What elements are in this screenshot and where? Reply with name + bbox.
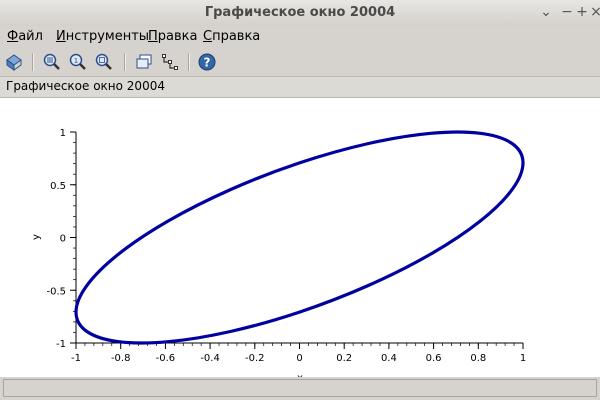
x-tick-label: 0.8 xyxy=(470,353,486,364)
toolbar: 1 ? xyxy=(0,48,600,77)
menu-help[interactable]: Справка xyxy=(203,29,261,44)
menu-file[interactable]: Файл xyxy=(7,29,43,44)
info-text: Графическое окно 20004 xyxy=(6,79,165,93)
x-axis-label: x xyxy=(297,373,303,377)
minimize-icon[interactable]: − xyxy=(561,4,573,20)
status-bar xyxy=(3,379,597,397)
x-tick-label: -1 xyxy=(71,353,81,364)
maximize-icon[interactable]: + xyxy=(576,4,588,20)
x-tick-label: -0.4 xyxy=(200,353,220,364)
x-tick-label: -0.8 xyxy=(111,353,131,364)
menu-bar: Файл Инструменты Правка Справка xyxy=(0,26,600,48)
x-tick-label: 0.2 xyxy=(336,353,352,364)
x-tick-label: 0.6 xyxy=(426,353,442,364)
tick-labels: -1 -0.8 -0.6 -0.4 -0.2 0 0.2 0.4 0.6 0.8 1 1 0.5 0 -0.… xyxy=(46,128,526,364)
close-icon[interactable]: × xyxy=(590,4,600,20)
x-tick-label: 0.4 xyxy=(381,353,397,364)
window-title: Графическое окно 20004 xyxy=(204,5,396,20)
x-tick-label: 0 xyxy=(296,353,302,364)
ticks xyxy=(70,131,524,349)
y-tick-label: 0 xyxy=(60,234,66,245)
rotate-icon[interactable] xyxy=(4,52,24,72)
x-tick-label: -0.2 xyxy=(245,353,265,364)
svg-text:?: ? xyxy=(204,56,211,70)
menu-arrow-icon[interactable]: ⌄ xyxy=(540,4,552,20)
toolbar-separator xyxy=(32,53,34,71)
menu-tools[interactable]: Инструменты xyxy=(56,29,150,44)
copy-figure-icon[interactable] xyxy=(134,52,154,72)
y-axis-label: y xyxy=(31,234,42,240)
series-curve xyxy=(74,130,525,345)
info-bar: Графическое окно 20004 xyxy=(0,77,600,98)
zoom-out-icon[interactable] xyxy=(94,52,114,72)
svg-text:1: 1 xyxy=(74,57,78,65)
toolbar-separator xyxy=(124,53,126,71)
y-tick-label: 1 xyxy=(60,128,66,139)
help-icon[interactable]: ? xyxy=(197,52,217,72)
chart: -1 -0.8 -0.6 -0.4 -0.2 0 0.2 0.4 0.6 0.8 1 1 0.5 0 -0.… xyxy=(31,128,526,377)
x-tick-label: 1 xyxy=(520,353,526,364)
menu-edit[interactable]: Правка xyxy=(148,29,198,44)
toolbar-separator xyxy=(188,53,190,71)
title-bar: Графическое окно 20004 ⌄ − + × xyxy=(0,0,600,27)
y-tick-label: -0.5 xyxy=(46,286,66,297)
zoom-area-icon[interactable] xyxy=(42,52,62,72)
x-tick-label: -0.6 xyxy=(156,353,176,364)
datatip-icon[interactable] xyxy=(160,52,180,72)
y-tick-label: -1 xyxy=(56,339,66,350)
y-tick-label: 0.5 xyxy=(50,181,66,192)
plot-area[interactable]: -1 -0.8 -0.6 -0.4 -0.2 0 0.2 0.4 0.6 0.8 1 1 0.5 0 -0.… xyxy=(0,98,600,377)
zoom-reset-icon[interactable]: 1 xyxy=(68,52,88,72)
